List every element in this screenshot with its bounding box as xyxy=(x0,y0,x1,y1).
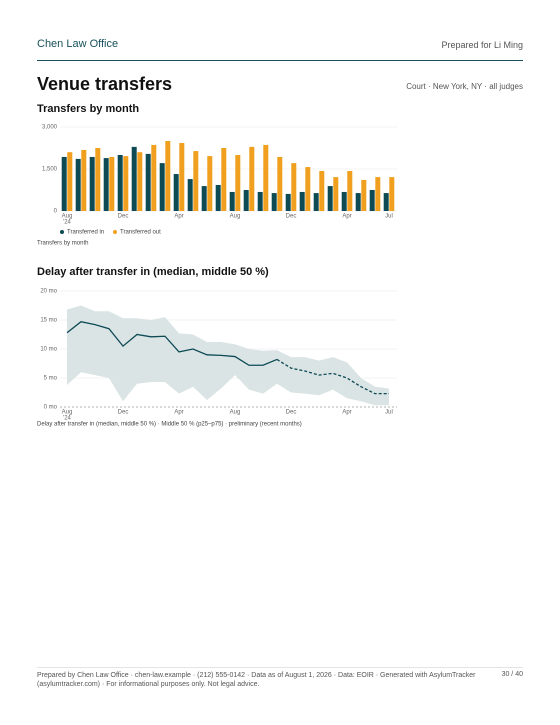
bar xyxy=(235,155,241,211)
x-tick-label: Aug xyxy=(230,214,241,220)
x-tick-label: Dec xyxy=(118,410,129,416)
bar xyxy=(257,191,263,211)
y-tick-label: 3,000 xyxy=(42,125,58,131)
bar xyxy=(159,163,165,211)
footer-rule xyxy=(37,667,523,668)
bar xyxy=(89,156,95,211)
bar xyxy=(179,142,185,211)
bar xyxy=(327,186,333,211)
bar xyxy=(383,193,389,211)
y-tick-label: 20 mo xyxy=(40,289,57,295)
bar xyxy=(123,156,129,211)
chart-title: Transfers by month xyxy=(37,103,139,115)
chart-caption: Transfers by month xyxy=(37,241,88,247)
bar xyxy=(299,191,305,211)
y-tick-label: 10 mo xyxy=(40,347,57,353)
bar xyxy=(243,190,249,211)
chart-caption: Delay after transfer in (median, middle … xyxy=(37,422,302,428)
legend-marker xyxy=(113,230,117,234)
charts: Transfers by month 0 1,500 3,000 Aug Dec Apr Au… xyxy=(37,103,397,428)
x-tick-label: Dec xyxy=(286,214,297,220)
legend-label: Transferred out xyxy=(120,230,161,236)
bar xyxy=(277,156,283,211)
bar xyxy=(347,170,353,211)
bar xyxy=(173,174,179,211)
x-tick-label: Jul xyxy=(385,410,393,416)
page-number: 30 / 40 xyxy=(501,671,523,678)
bar xyxy=(187,179,193,211)
y-tick-label: 15 mo xyxy=(40,318,57,324)
bar xyxy=(389,177,395,211)
x-tick-label: Aug xyxy=(62,410,73,416)
y-tick-label: 0 xyxy=(54,209,58,215)
bar xyxy=(201,186,207,211)
bar xyxy=(263,144,269,211)
bar xyxy=(341,191,347,211)
x-tick-label: Aug xyxy=(230,410,241,416)
bar xyxy=(369,190,375,211)
bar xyxy=(361,179,367,211)
x-tick-label: Jul xyxy=(385,214,393,220)
prepared-for: Prepared for Li Ming xyxy=(441,40,523,50)
bar xyxy=(333,177,339,211)
bar xyxy=(319,170,325,211)
bar xyxy=(291,163,297,211)
bar xyxy=(67,152,73,211)
bar xyxy=(75,158,81,211)
page-title: Venue transfers xyxy=(37,74,173,94)
bar xyxy=(193,151,199,211)
bar xyxy=(109,156,115,211)
bar xyxy=(117,155,123,211)
y-tick-label: 1,500 xyxy=(42,167,58,173)
bar xyxy=(103,158,109,211)
x-tick-label: Apr xyxy=(342,214,351,220)
bar xyxy=(285,193,291,211)
x-tick-label: Dec xyxy=(118,214,129,220)
bar xyxy=(151,144,157,211)
page-subtitle: Court · New York, NY · all judges xyxy=(406,82,523,91)
bar xyxy=(61,156,67,211)
bar xyxy=(95,148,101,211)
chart-title: Delay after transfer in (median, middle … xyxy=(37,266,269,278)
bar xyxy=(221,148,227,211)
bar xyxy=(313,193,319,211)
x-year-label: '24 xyxy=(63,220,71,226)
bar xyxy=(271,193,277,211)
line xyxy=(276,358,389,395)
x-tick-label: Apr xyxy=(174,214,183,220)
header-rule xyxy=(37,60,523,61)
bar xyxy=(145,153,151,211)
bar xyxy=(207,156,213,211)
legend-marker xyxy=(60,230,64,234)
bar xyxy=(305,167,311,211)
bar xyxy=(131,146,137,211)
brand: Chen Law Office xyxy=(37,38,119,50)
x-tick-label: Apr xyxy=(342,410,351,416)
bar xyxy=(249,146,255,211)
x-year-label: '24 xyxy=(63,416,71,422)
bar xyxy=(215,184,221,211)
y-tick-label: 0 mo xyxy=(44,405,58,411)
bar xyxy=(165,141,171,211)
line xyxy=(66,321,278,366)
footer-text: Prepared by Chen Law Office · chen-law.e… xyxy=(37,672,476,688)
bar xyxy=(229,191,235,211)
x-tick-label: Apr xyxy=(174,410,183,416)
legend-label: Transferred in xyxy=(67,230,104,236)
x-tick-label: Aug xyxy=(62,214,73,220)
bar xyxy=(137,152,143,211)
bar xyxy=(81,149,87,211)
bar xyxy=(375,177,381,211)
y-tick-label: 5 mo xyxy=(44,376,58,382)
x-tick-label: Dec xyxy=(286,410,297,416)
bar xyxy=(355,193,361,211)
